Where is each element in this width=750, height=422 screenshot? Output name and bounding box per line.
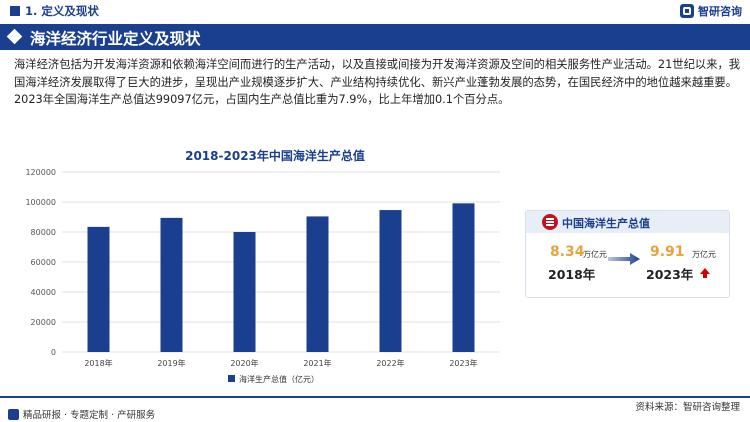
year-2023: 2023年 <box>646 267 694 282</box>
bar <box>160 217 183 352</box>
value-2023: 9.91 <box>650 244 685 260</box>
y-tick-label: 60000 <box>31 258 56 267</box>
chart-legend: 海洋生产总值（亿元） <box>228 374 319 384</box>
list-icon <box>542 214 558 230</box>
unit-2018: 万亿元 <box>583 250 607 259</box>
bar <box>306 216 329 352</box>
section-label: 1. 定义及现状 <box>25 4 99 18</box>
bar <box>233 231 256 352</box>
y-tick-label: 120000 <box>25 168 56 177</box>
bar <box>87 226 110 352</box>
footer-logo-icon <box>8 408 19 420</box>
chart-grid <box>62 171 500 353</box>
y-axis-ticks: 0 20000 40000 60000 80000 100000 120000 <box>25 168 56 357</box>
footer-divider <box>0 396 750 398</box>
y-tick-label: 80000 <box>31 228 56 237</box>
summary-card-header <box>526 211 729 233</box>
chart-bars <box>87 203 475 352</box>
summary-card-title: 中国海洋生产总值 <box>562 217 650 230</box>
y-tick-label: 100000 <box>25 198 56 207</box>
diamond-icon <box>6 28 23 45</box>
y-tick-label: 40000 <box>31 288 56 297</box>
y-tick-label: 0 <box>51 348 56 357</box>
x-tick-label: 2018年 <box>84 358 112 368</box>
section-square-icon <box>10 6 20 16</box>
chart-title: 2018-2023年中国海洋生产总值 <box>185 149 365 163</box>
y-tick-label: 20000 <box>31 318 56 327</box>
x-tick-label: 2020年 <box>230 358 258 368</box>
legend-swatch <box>228 375 235 382</box>
footer-tagline-text: 精品研报 · 专题定制 · 产研服务 <box>23 410 156 421</box>
top-bar: 1. 定义及现状 智研咨询 <box>0 0 750 22</box>
source-note: 资料来源：智研咨询整理 <box>635 402 740 413</box>
value-2018: 8.34 <box>550 244 585 260</box>
bar <box>452 203 475 352</box>
unit-2023: 万亿元 <box>692 250 716 259</box>
footer-tagline: 精品研报 · 专题定制 · 产研服务 <box>8 407 155 421</box>
title-bar: 海洋经济行业定义及现状 <box>0 24 750 50</box>
x-tick-label: 2022年 <box>376 358 404 368</box>
x-tick-label: 2021年 <box>303 358 331 368</box>
page-title: 海洋经济行业定义及现状 <box>30 30 201 48</box>
brand-logo-icon <box>680 4 694 18</box>
year-2018: 2018年 <box>548 267 596 282</box>
up-arrow-icon <box>700 268 710 278</box>
trend-arrow-icon <box>608 253 640 265</box>
section-title: 1. 定义及现状 <box>10 3 99 19</box>
x-tick-label: 2023年 <box>449 358 477 368</box>
bar <box>379 210 402 352</box>
brand: 智研咨询 <box>680 3 742 19</box>
body-paragraph: 海洋经济包括为开发海洋资源和依赖海洋空间而进行的生产活动，以及直接或间接为开发海… <box>14 58 741 106</box>
brand-name: 智研咨询 <box>698 5 742 18</box>
x-axis-ticks: 2018年 2019年 2020年 2021年 2022年 2023年 <box>84 358 477 368</box>
legend-label: 海洋生产总值（亿元） <box>239 374 319 384</box>
x-tick-label: 2019年 <box>157 358 185 368</box>
